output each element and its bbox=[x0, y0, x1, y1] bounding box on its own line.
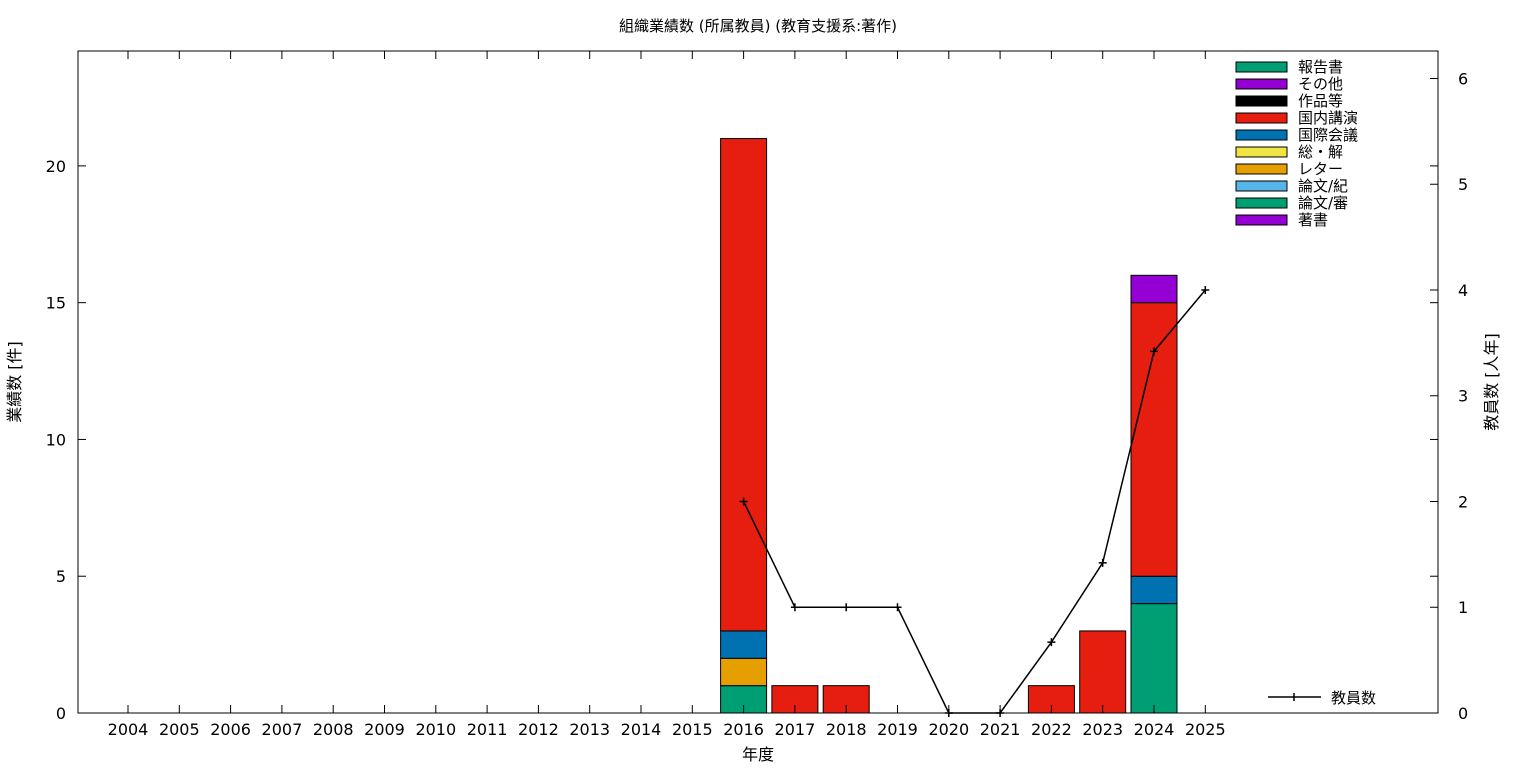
legend-swatch bbox=[1235, 146, 1288, 158]
legend-swatch bbox=[1235, 214, 1288, 226]
x-tick-label: 2010 bbox=[415, 720, 456, 739]
y2-tick-label: 5 bbox=[1458, 175, 1468, 194]
y2-tick-label: 6 bbox=[1458, 69, 1468, 88]
legend-label: 国際会議 bbox=[1298, 126, 1358, 144]
x-tick-label: 2019 bbox=[877, 720, 918, 739]
legend-label: 論文/紀 bbox=[1298, 177, 1348, 195]
y-tick-label: 0 bbox=[56, 704, 66, 723]
legend-label: レター bbox=[1298, 160, 1343, 178]
legend-label: 著書 bbox=[1298, 211, 1328, 229]
x-tick-label: 2018 bbox=[826, 720, 867, 739]
teacher-count-line-group bbox=[739, 285, 1210, 717]
bars-group bbox=[720, 138, 1178, 714]
x-tick-label: 2006 bbox=[210, 720, 251, 739]
y-axis-ticks: 0 5 10 15 20 bbox=[46, 157, 1438, 723]
bar-segment bbox=[1079, 630, 1127, 714]
bar-segment bbox=[1130, 274, 1178, 304]
legend-swatch bbox=[1235, 112, 1288, 124]
legend-swatch bbox=[1235, 180, 1288, 192]
legend-line-label: 教員数 bbox=[1331, 689, 1376, 707]
bar-segment bbox=[1130, 302, 1178, 577]
teacher-count-line bbox=[742, 289, 1206, 714]
bar-segment bbox=[720, 138, 768, 632]
x-tick-label: 2015 bbox=[672, 720, 713, 739]
legend-label: 国内講演 bbox=[1298, 109, 1358, 127]
legend-label: 論文/審 bbox=[1298, 194, 1348, 212]
y-axis-label: 業績数 [件] bbox=[5, 341, 24, 423]
legend-label: 総・解 bbox=[1298, 143, 1343, 161]
x-tick-label: 2023 bbox=[1082, 720, 1123, 739]
y2-tick-label: 1 bbox=[1458, 598, 1468, 617]
legend-swatch bbox=[1235, 78, 1288, 90]
x-tick-label: 2009 bbox=[364, 720, 405, 739]
bar-segment bbox=[1130, 575, 1178, 605]
y2-tick-label: 3 bbox=[1458, 387, 1468, 406]
legend-swatch bbox=[1235, 197, 1288, 209]
x-tick-label: 2005 bbox=[159, 720, 200, 739]
x-tick-label: 2022 bbox=[1031, 720, 1072, 739]
y2-axis-ticks: 0 1 2 3 4 5 6 bbox=[1430, 69, 1468, 723]
x-axis-ticks: 2004 2005 2006 2007 2008 2009 2010 2011 2012 2013… bbox=[108, 51, 1226, 739]
chart-title: 組織業績数 (所属教員) (教育支援系:著作) bbox=[619, 17, 897, 35]
x-tick-label: 2021 bbox=[980, 720, 1021, 739]
x-tick-label: 2013 bbox=[569, 720, 610, 739]
legend-swatch bbox=[1235, 95, 1288, 107]
x-tick-label: 2016 bbox=[723, 720, 764, 739]
x-tick-label: 2012 bbox=[518, 720, 559, 739]
y-tick-label: 10 bbox=[46, 430, 66, 449]
legend-label: 作品等 bbox=[1298, 92, 1343, 110]
legend-label: 報告書 bbox=[1298, 58, 1343, 76]
y-tick-label: 15 bbox=[46, 294, 66, 313]
x-tick-label: 2017 bbox=[775, 720, 816, 739]
x-tick-label: 2024 bbox=[1134, 720, 1175, 739]
x-tick-label: 2020 bbox=[928, 720, 969, 739]
bar-segment bbox=[720, 630, 768, 659]
x-tick-label: 2007 bbox=[262, 720, 303, 739]
y2-tick-label: 4 bbox=[1458, 281, 1468, 300]
y2-tick-label: 2 bbox=[1458, 492, 1468, 511]
y-tick-label: 20 bbox=[46, 157, 66, 176]
x-tick-label: 2004 bbox=[108, 720, 149, 739]
legend-swatch bbox=[1235, 61, 1288, 73]
x-tick-label: 2025 bbox=[1185, 720, 1226, 739]
bar-segment bbox=[1130, 603, 1178, 714]
x-tick-label: 2011 bbox=[467, 720, 508, 739]
legend-swatch bbox=[1235, 163, 1288, 175]
x-tick-label: 2008 bbox=[313, 720, 354, 739]
bar-segment bbox=[720, 657, 768, 687]
x-axis-label: 年度 bbox=[742, 745, 774, 764]
legend-label: その他 bbox=[1298, 75, 1343, 93]
legend-swatch bbox=[1235, 129, 1288, 141]
x-tick-label: 2014 bbox=[621, 720, 662, 739]
y-tick-label: 5 bbox=[56, 567, 66, 586]
y2-tick-label: 0 bbox=[1458, 704, 1468, 723]
y2-axis-label: 教員数 [人年] bbox=[1482, 333, 1501, 431]
